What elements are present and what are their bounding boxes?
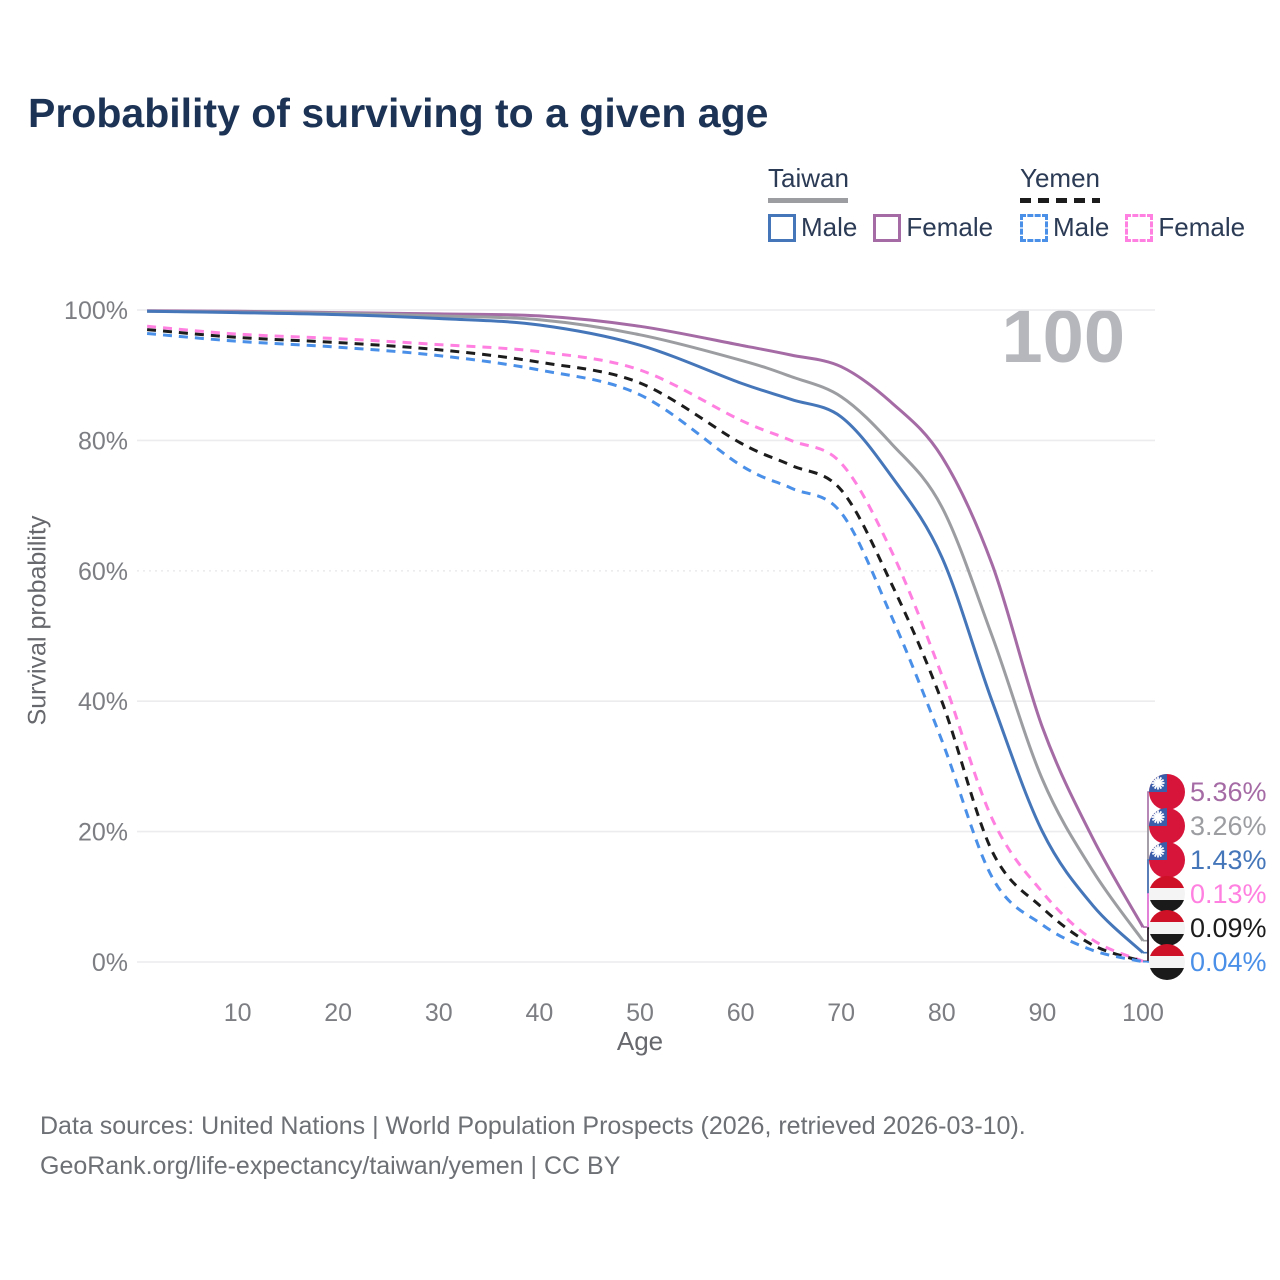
end-label-taiwan-both: 3.26% xyxy=(1149,808,1267,844)
legend-linestyle-taiwan xyxy=(768,198,848,203)
x-tick-label-10: 10 xyxy=(224,999,252,1027)
yemen-flag-icon xyxy=(1149,876,1185,912)
x-tick-label-20: 20 xyxy=(324,999,352,1027)
y-tick-label-20: 20% xyxy=(78,819,128,847)
legend-country-taiwan: Taiwan xyxy=(768,163,849,193)
end-value-label: 0.09% xyxy=(1190,913,1267,943)
x-tick-label-50: 50 xyxy=(626,999,654,1027)
taiwan-flag-icon xyxy=(1149,774,1185,810)
x-tick-label-90: 90 xyxy=(1028,999,1056,1027)
y-axis-label: Survival probability xyxy=(23,515,52,726)
legend-swatch-taiwan-female[interactable] xyxy=(873,213,902,242)
taiwan-flag-icon xyxy=(1149,808,1185,844)
end-label-yemen-female: 0.13% xyxy=(1149,876,1267,912)
legend-swatch-yemen-female[interactable] xyxy=(1125,213,1154,242)
end-value-label: 3.26% xyxy=(1190,811,1267,841)
end-value-label: 1.43% xyxy=(1190,845,1267,875)
end-value-label: 0.13% xyxy=(1190,879,1267,909)
legend-country-yemen: Yemen xyxy=(1020,163,1100,193)
legend-group-taiwan: Taiwan Male Female xyxy=(768,163,993,243)
legend-label-yemen-female: Female xyxy=(1158,212,1246,242)
taiwan-flag-icon xyxy=(1149,842,1185,878)
x-tick-label-40: 40 xyxy=(525,999,553,1027)
yemen-flag-icon xyxy=(1149,944,1185,980)
legend-swatch-yemen-male[interactable] xyxy=(1020,213,1048,242)
legend-item-yemen-female[interactable]: Female xyxy=(1125,212,1245,243)
end-label-yemen-both: 0.09% xyxy=(1149,910,1267,946)
x-tick-label-30: 30 xyxy=(425,999,453,1027)
legend-group-yemen: Yemen Male Female xyxy=(1020,163,1245,243)
legend-swatch-taiwan-male[interactable] xyxy=(768,213,796,242)
x-axis-label: Age xyxy=(616,1026,664,1056)
yemen-flag-icon xyxy=(1149,910,1185,946)
curve-taiwan-male[interactable] xyxy=(147,309,1145,954)
y-tick-label-80: 80% xyxy=(78,427,128,455)
y-tick-label-60: 60% xyxy=(78,558,128,586)
x-tick-label-70: 70 xyxy=(827,999,855,1027)
legend-linestyle-yemen xyxy=(1020,198,1100,203)
curve-taiwan-female[interactable] xyxy=(147,309,1145,928)
x-tick-label-100: 100 xyxy=(1122,999,1164,1027)
x-tick-label-80: 80 xyxy=(928,999,956,1027)
x-tick-label-60: 60 xyxy=(727,999,755,1027)
y-tick-label-0: 0% xyxy=(92,949,128,977)
age-indicator-watermark: 100 xyxy=(1001,295,1125,378)
end-value-label: 0.04% xyxy=(1190,947,1267,977)
end-label-taiwan-female: 5.36% xyxy=(1149,774,1267,810)
y-tick-label-100: 100% xyxy=(64,297,128,325)
curve-taiwan-both[interactable] xyxy=(147,309,1145,942)
curve-yemen-male[interactable] xyxy=(146,332,1144,964)
legend-item-taiwan-female[interactable]: Female xyxy=(873,212,993,243)
curve-yemen-female[interactable] xyxy=(146,324,1144,963)
footer-data-sources: Data sources: United Nations | World Pop… xyxy=(40,1112,1026,1140)
legend-label-taiwan-female: Female xyxy=(906,212,994,242)
end-label-taiwan-male: 1.43% xyxy=(1149,842,1267,878)
page-title: Probability of surviving to a given age xyxy=(28,90,769,136)
curve-yemen-both[interactable] xyxy=(146,328,1144,963)
legend-item-yemen-male[interactable]: Male xyxy=(1020,212,1109,243)
end-label-yemen-male: 0.04% xyxy=(1149,944,1267,980)
footer-url: GeoRank.org/life-expectancy/taiwan/yemen… xyxy=(40,1152,621,1180)
footer: Data sources: United Nations | World Pop… xyxy=(40,1106,1026,1186)
legend-label-taiwan-male: Male xyxy=(801,212,858,242)
y-tick-label-40: 40% xyxy=(78,688,128,716)
end-value-label: 5.36% xyxy=(1190,777,1267,807)
legend-label-yemen-male: Male xyxy=(1053,212,1110,242)
legend-item-taiwan-male[interactable]: Male xyxy=(768,212,857,243)
